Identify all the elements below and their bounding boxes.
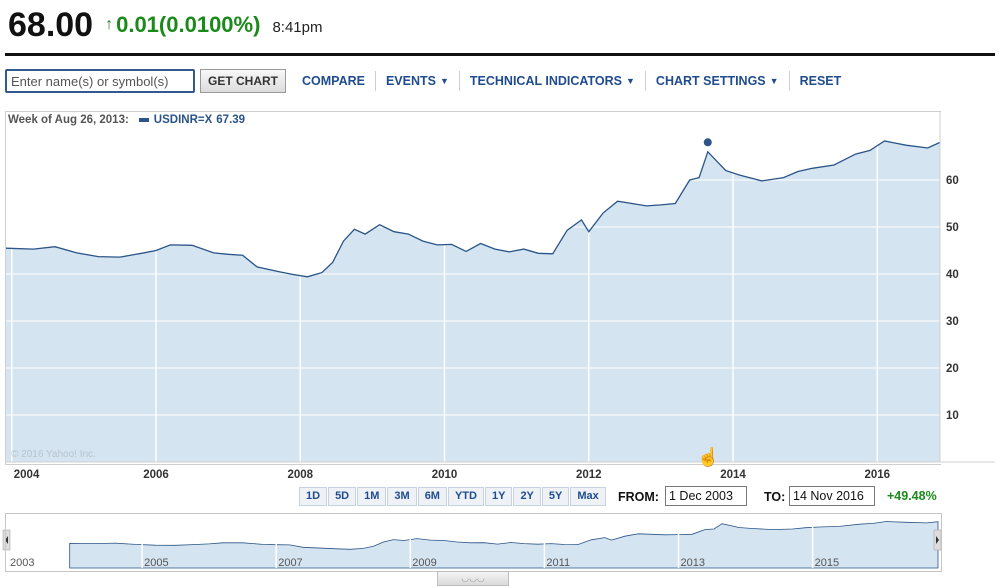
events-label: EVENTS [385, 74, 436, 88]
quote-header: 68.00 ↑ 0.01 (0.0100%) 8:41pm [8, 0, 322, 50]
y-tick-label: 60 [946, 175, 959, 187]
hand-cursor-icon: ☝ [697, 447, 720, 467]
chevron-left-icon [5, 536, 8, 544]
x-tick-label: 2006 [143, 469, 169, 481]
navigator-tick-label: 2009 [412, 557, 436, 569]
hover-marker [703, 138, 712, 147]
symbol-search-input[interactable] [5, 69, 195, 93]
compare-button[interactable]: COMPARE [302, 74, 365, 88]
chart-toolbar: GET CHART COMPARE EVENTS▼ TECHNICAL INDI… [5, 68, 851, 94]
events-menu[interactable]: EVENTS ▼ [374, 71, 459, 91]
navigator-frame[interactable] [5, 513, 942, 572]
range-button-6m[interactable]: 6M [417, 487, 447, 506]
quote-time: 8:41pm [272, 18, 323, 36]
chart-credit: © 2016 Yahoo! Inc. [11, 449, 96, 460]
x-tick-label: 2014 [720, 469, 746, 481]
legend-week: Week of Aug 26, 2013: [8, 114, 129, 126]
range-button-5d[interactable]: 5D [328, 487, 357, 506]
technical-indicators-menu[interactable]: TECHNICAL INDICATORS ▼ [458, 71, 645, 91]
chevron-down-icon: ▼ [626, 76, 635, 86]
legend-swatch [138, 118, 149, 122]
x-tick-label: 2012 [576, 469, 602, 481]
x-tick-label: 2016 [864, 469, 890, 481]
range-button-5y[interactable]: 5Y [541, 487, 570, 506]
change-value: 0.01 [116, 12, 159, 37]
y-tick-label: 10 [946, 410, 959, 422]
navigator-tick-label: 2013 [681, 557, 705, 569]
y-tick-label: 30 [946, 316, 959, 328]
get-chart-button[interactable]: GET CHART [200, 69, 286, 93]
navigator-area [69, 521, 939, 569]
range-button-ytd[interactable]: YTD [447, 487, 484, 506]
scroll-grip-handle[interactable]: ◡◡◡ [437, 571, 509, 586]
navigator-tick-label: 2015 [815, 557, 839, 569]
chart-legend: Week of Aug 26, 2013: USDINR=X 67.39 [8, 114, 245, 126]
quote-price: 68.00 [8, 5, 94, 44]
legend-series: USDINR=X [153, 114, 213, 126]
y-tick-label: 40 [946, 269, 959, 281]
y-tick-label: 50 [946, 222, 959, 234]
range-button-1m[interactable]: 1M [357, 487, 387, 506]
series-line [5, 140, 941, 278]
y-tick-label: 20 [946, 363, 959, 375]
from-date-input[interactable] [665, 486, 747, 506]
range-button-3m[interactable]: 3M [387, 487, 417, 506]
period-change-percent: +49.48% [887, 489, 937, 503]
chart-settings-label: CHART SETTINGS [655, 74, 766, 88]
quote-change: ↑ 0.01 (0.0100%) [105, 12, 260, 38]
navigator-tick-label: 2007 [278, 557, 302, 569]
chart-frame [5, 111, 941, 465]
navigator-tick-label: 2011 [546, 557, 570, 569]
legend-value: 67.39 [216, 114, 246, 126]
header-divider [5, 53, 995, 56]
range-button-2y[interactable]: 2Y [513, 487, 541, 506]
change-percent: (0.0100%) [158, 12, 261, 37]
chart-settings-menu[interactable]: CHART SETTINGS ▼ [644, 71, 789, 91]
x-tick-label: 2004 [14, 469, 40, 481]
range-button-1d[interactable]: 1D [299, 487, 328, 506]
to-label: TO: [764, 490, 786, 504]
x-tick-label: 2010 [432, 469, 458, 481]
area-fill [6, 141, 940, 462]
chevron-down-icon: ▼ [439, 76, 449, 86]
navigator-tick-label: 2003 [10, 557, 34, 569]
chevron-right-icon [936, 536, 939, 544]
to-date-input[interactable] [789, 486, 875, 506]
range-button-max[interactable]: Max [570, 487, 606, 506]
chevron-down-icon: ▼ [769, 76, 779, 86]
reset-button[interactable]: RESET [788, 71, 852, 91]
up-arrow-icon: ↑ [105, 16, 114, 33]
technical-indicators-label: TECHNICAL INDICATORS [469, 74, 622, 88]
from-label: FROM: [618, 490, 659, 504]
x-tick-label: 2008 [287, 469, 313, 481]
range-buttons: 1D 5D 1M 3M 6M YTD 1Y 2Y 5Y Max [299, 487, 607, 506]
range-button-1y[interactable]: 1Y [484, 487, 513, 506]
navigator-tick-label: 2005 [144, 557, 168, 569]
